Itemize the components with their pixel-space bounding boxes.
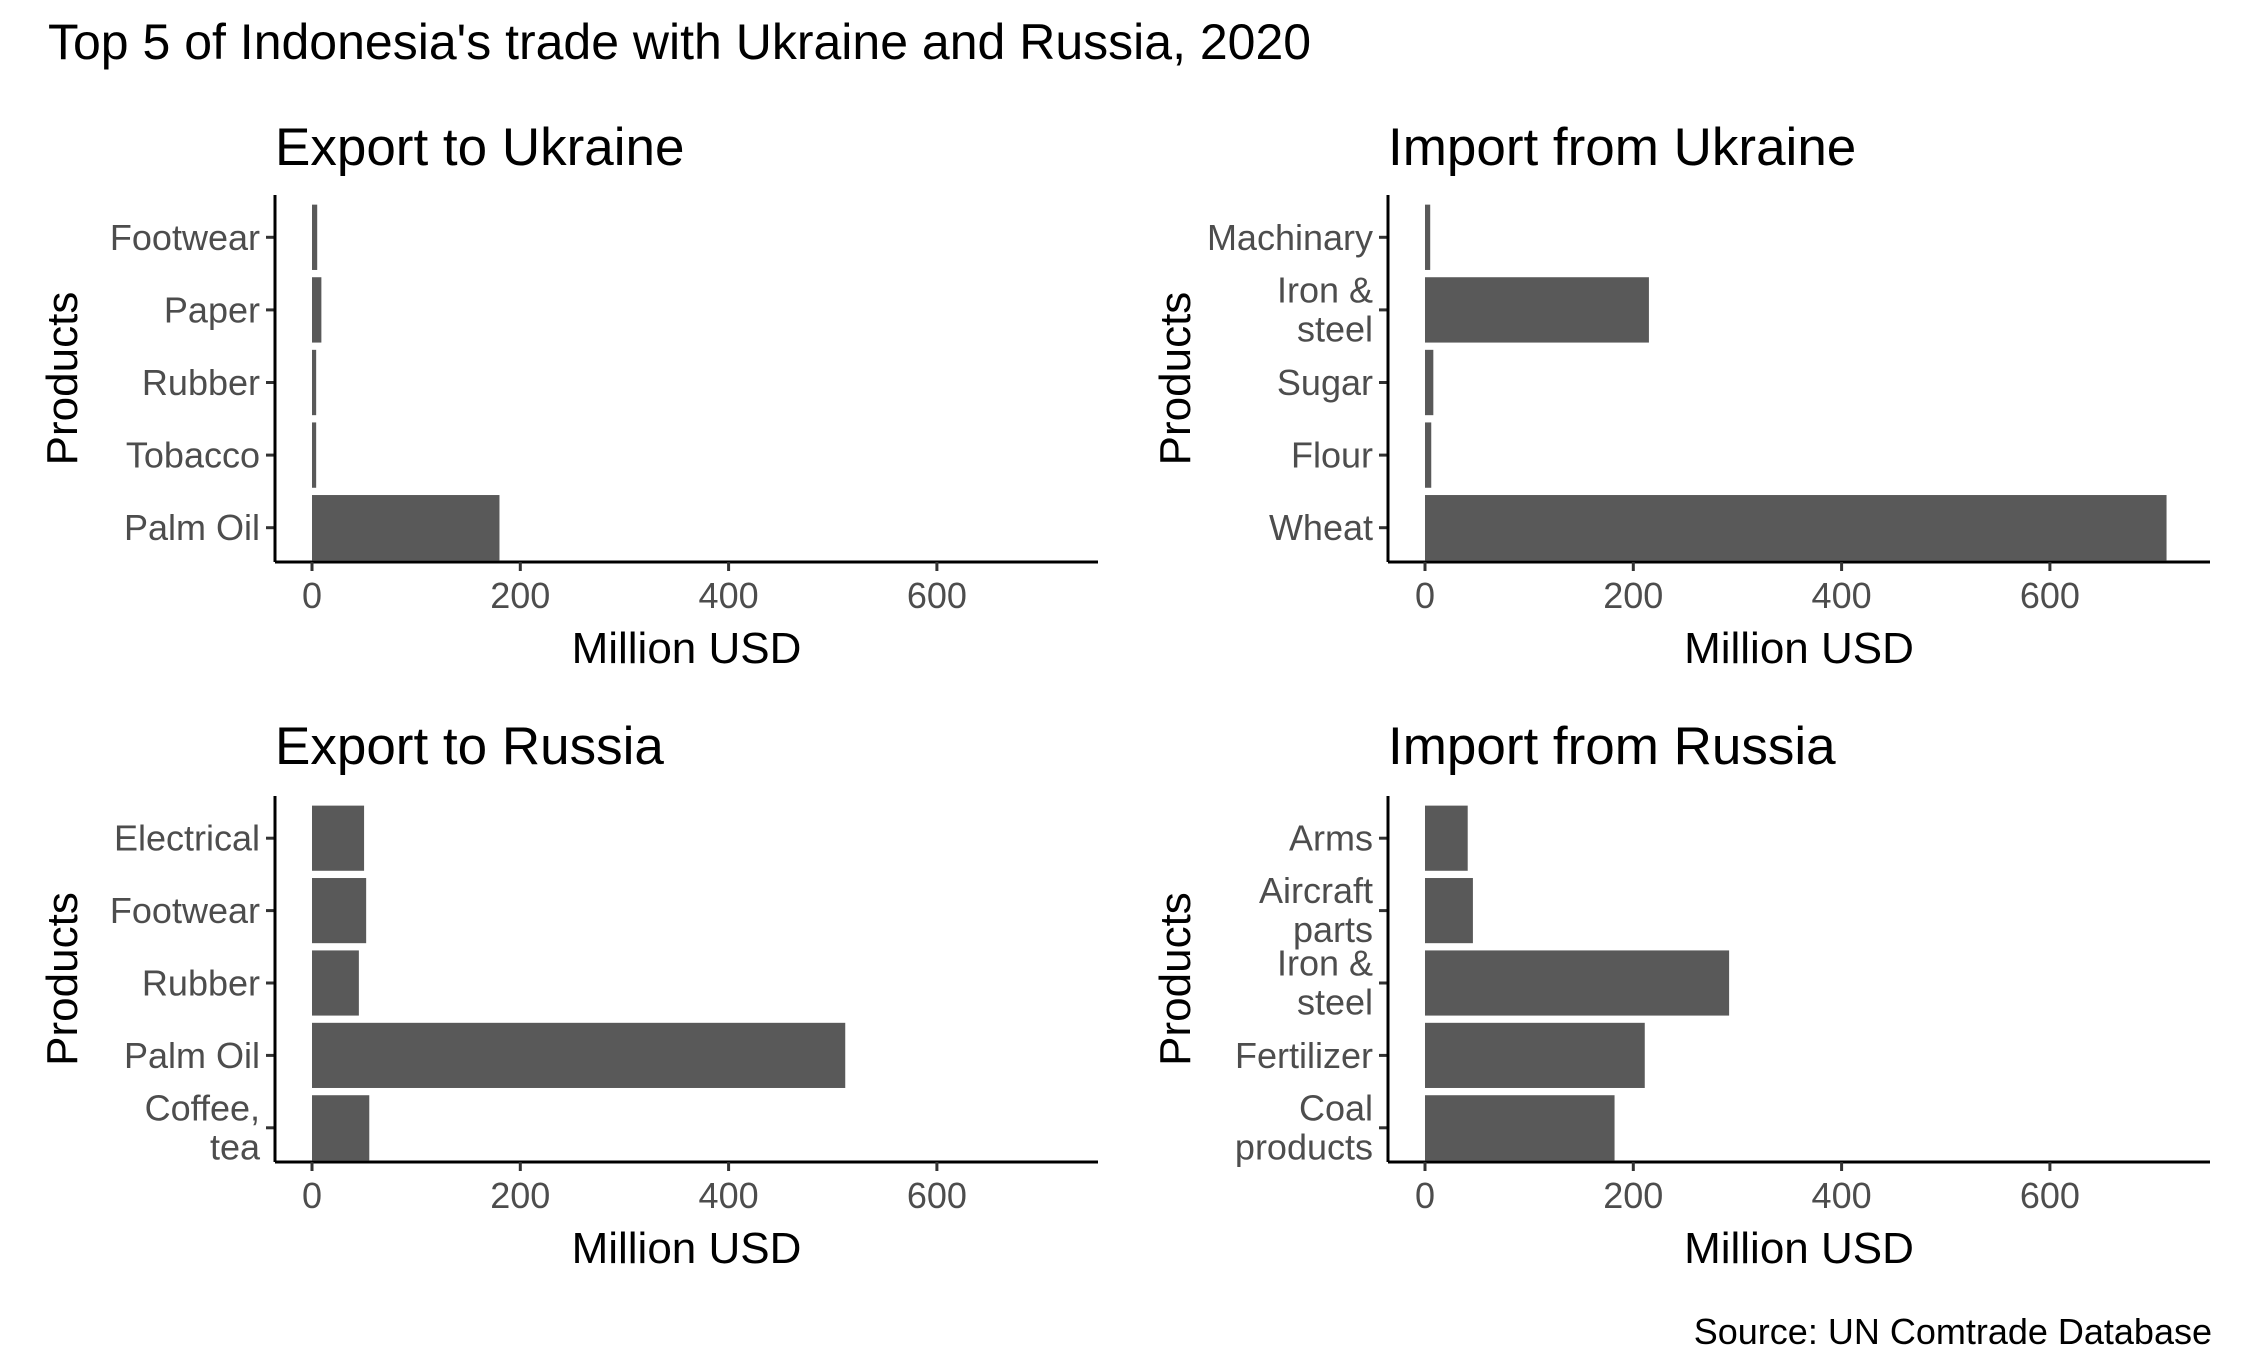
y-tick-label: Rubber [142, 963, 260, 1004]
chart-main-title: Top 5 of Indonesia's trade with Ukraine … [48, 14, 1312, 70]
y-axis-title: Products [38, 292, 87, 466]
bar [1425, 495, 2167, 561]
x-axis-title: Million USD [1684, 1224, 1914, 1273]
y-tick-label: Sugar [1277, 362, 1373, 403]
x-tick-label: 400 [1812, 1175, 1872, 1216]
panel-title: Export to Ukraine [275, 118, 684, 177]
bar [1425, 349, 1434, 416]
y-axis-title: Products [38, 892, 87, 1066]
x-tick-label: 200 [1603, 1175, 1663, 1216]
y-axis-title: Products [1151, 892, 1200, 1066]
bar [312, 204, 318, 270]
bar [1425, 277, 1649, 343]
bar [1425, 422, 1432, 488]
x-tick-label: 400 [1812, 575, 1872, 616]
bar [312, 1022, 846, 1088]
x-tick-label: 0 [302, 575, 322, 616]
source-caption: Source: UN Comtrade Database [1693, 1311, 2212, 1352]
bar [312, 422, 317, 488]
y-tick-label: Electrical [114, 818, 260, 859]
x-tick-label: 600 [2020, 1175, 2080, 1216]
y-tick-label: Aircraft parts [1259, 870, 1373, 950]
bar [312, 950, 359, 1016]
y-axis-title: Products [1151, 292, 1200, 466]
bar [312, 805, 365, 871]
panel-title: Import from Russia [1388, 717, 1836, 776]
bar [312, 1095, 370, 1161]
y-tick-label: Rubber [142, 362, 260, 403]
y-tick-label: Flour [1291, 435, 1373, 476]
bar [312, 349, 317, 416]
x-tick-label: 200 [1603, 575, 1663, 616]
bar [1425, 805, 1468, 871]
y-tick-label: Tobacco [126, 435, 260, 476]
x-tick-label: 600 [2020, 575, 2080, 616]
x-tick-label: 0 [1415, 1175, 1435, 1216]
chart-panel-3: Export to Russia Electrical Footwear Rubber… [38, 717, 1098, 1273]
chart-panel-4: Import from Russia Arms Aircraft partsIron … [1151, 717, 2210, 1273]
panel-title: Export to Russia [275, 717, 664, 776]
x-tick-label: 400 [699, 575, 759, 616]
x-tick-label: 200 [490, 1175, 550, 1216]
y-tick-label: Coffee, tea [145, 1087, 261, 1167]
chart-panel-2: Import from Ukraine Machinary Iron & steel S… [1151, 118, 2210, 673]
y-tick-label: Arms [1289, 818, 1373, 859]
x-tick-label: 200 [490, 575, 550, 616]
bar [312, 277, 322, 343]
y-tick-label: Footwear [110, 217, 260, 258]
y-tick-label: Palm Oil [124, 507, 260, 548]
y-tick-label: Machinary [1207, 217, 1373, 258]
bar [1425, 1022, 1645, 1088]
y-tick-label: Iron & steel [1277, 269, 1373, 349]
y-tick-label: Footwear [110, 890, 260, 931]
bar [312, 878, 367, 944]
bar [312, 495, 500, 561]
bar [1425, 950, 1730, 1016]
x-tick-label: 0 [302, 1175, 322, 1216]
y-tick-label: Paper [164, 289, 260, 330]
x-tick-label: 0 [1415, 575, 1435, 616]
chart-panel-1: Export to Ukraine Footwear Paper Rubber Toba… [38, 118, 1098, 673]
y-tick-label: Wheat [1269, 507, 1373, 548]
x-axis-title: Million USD [572, 624, 802, 673]
bar [1425, 1095, 1615, 1161]
x-axis-title: Million USD [572, 1224, 802, 1273]
y-tick-label: Iron & steel [1277, 943, 1373, 1023]
y-tick-label: Fertilizer [1235, 1035, 1373, 1076]
bar [1425, 878, 1473, 944]
x-tick-label: 600 [907, 1175, 967, 1216]
panel-title: Import from Ukraine [1388, 118, 1856, 177]
x-tick-label: 400 [699, 1175, 759, 1216]
x-axis-title: Million USD [1684, 624, 1914, 673]
y-tick-label: Palm Oil [124, 1035, 260, 1076]
y-tick-label: Coal products [1235, 1087, 1373, 1167]
bar [1425, 204, 1431, 270]
x-tick-label: 600 [907, 575, 967, 616]
